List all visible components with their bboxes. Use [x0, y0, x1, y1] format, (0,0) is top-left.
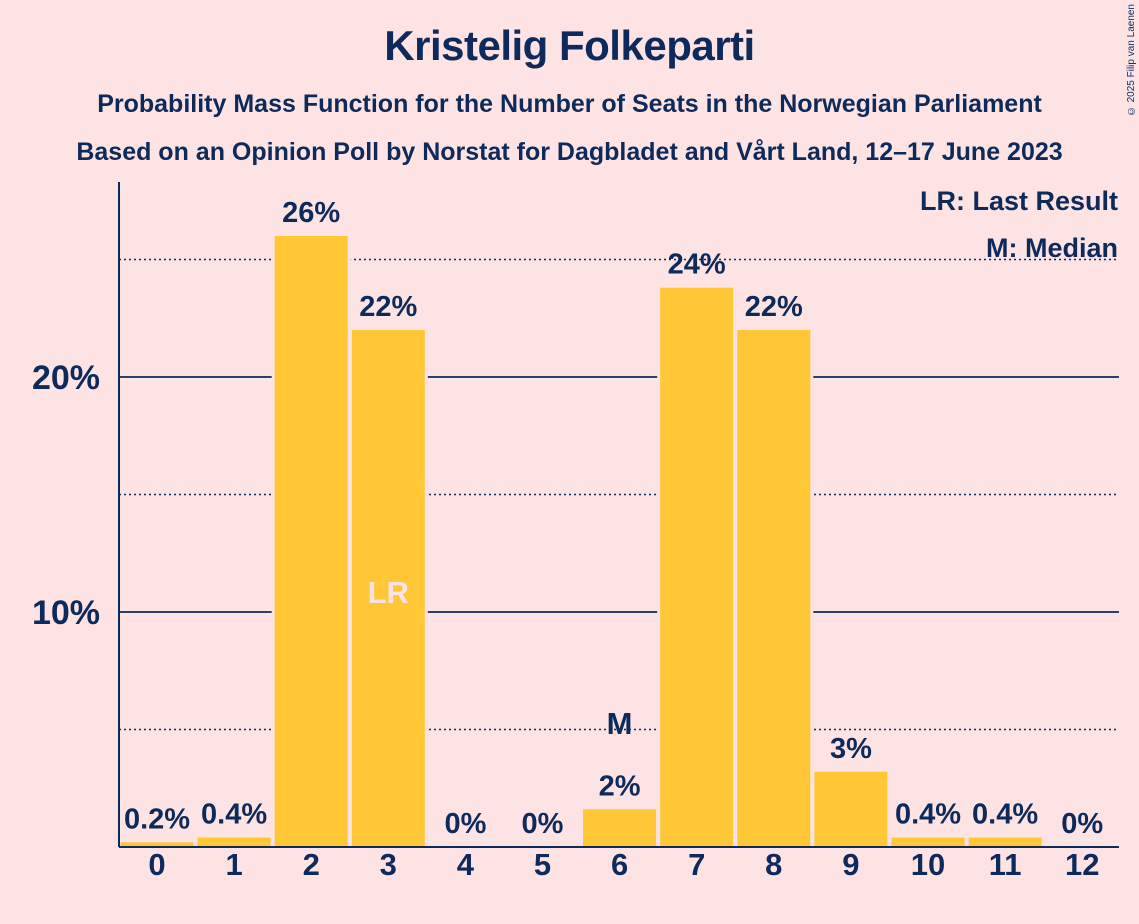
- bar: [660, 287, 734, 847]
- x-tick-label: 5: [534, 847, 551, 882]
- legend-median: M: Median: [986, 233, 1118, 263]
- bar-value-label: 0%: [522, 808, 564, 840]
- bar-value-label: 0.4%: [895, 799, 961, 831]
- bar-value-label: 0.4%: [201, 799, 267, 831]
- median-marker: M: [607, 706, 633, 741]
- bar-value-label: 0.2%: [124, 803, 190, 835]
- bar: [120, 842, 194, 847]
- last-result-marker: LR: [368, 575, 409, 610]
- x-tick-label: 12: [1065, 847, 1099, 882]
- x-tick-label: 1: [225, 847, 242, 882]
- x-tick-label: 2: [303, 847, 320, 882]
- x-tick-label: 10: [911, 847, 945, 882]
- bar: [737, 330, 811, 847]
- bar-value-label: 2%: [599, 770, 641, 802]
- x-tick-label: 9: [842, 847, 859, 882]
- x-tick-label: 11: [989, 847, 1022, 882]
- bar: [274, 236, 348, 847]
- bar-value-label: 22%: [359, 291, 417, 323]
- bar: [891, 837, 965, 847]
- bar-value-label: 0.4%: [972, 799, 1038, 831]
- legend-last-result: LR: Last Result: [920, 186, 1118, 216]
- bar-value-label: 3%: [830, 733, 872, 765]
- bar: [583, 809, 657, 847]
- bar-value-label: 22%: [745, 291, 803, 323]
- chart-subtitle: Probability Mass Function for the Number…: [97, 90, 1042, 118]
- bar-value-label: 26%: [282, 197, 340, 229]
- bar-value-label: 0%: [444, 808, 486, 840]
- bar: [814, 771, 888, 847]
- x-tick-label: 8: [765, 847, 782, 882]
- x-tick-label: 7: [688, 847, 705, 882]
- chart-subtitle-source: Based on an Opinion Poll by Norstat for …: [76, 138, 1063, 166]
- x-tick-label: 6: [611, 847, 628, 882]
- bar: [197, 837, 271, 847]
- y-tick-label: 10%: [32, 594, 100, 632]
- x-tick-label: 3: [380, 847, 397, 882]
- bar: [968, 837, 1042, 847]
- x-tick-label: 4: [457, 847, 475, 882]
- bar-value-label: 24%: [668, 249, 726, 281]
- bar: [351, 330, 425, 847]
- chart-title: Kristelig Folkeparti: [384, 22, 755, 69]
- bar-value-label: 0%: [1061, 808, 1103, 840]
- x-tick-label: 0: [148, 847, 165, 882]
- y-tick-label: 20%: [32, 359, 100, 397]
